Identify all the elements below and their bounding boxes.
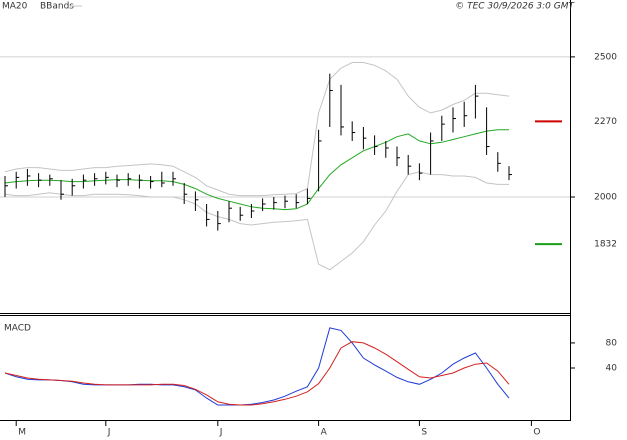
- x-tick-label: S: [421, 428, 427, 438]
- ma-line: [4, 129, 509, 211]
- y-tick-label: 2500: [594, 52, 617, 62]
- credit: © TEC 30/9/2026 3:0 GMT: [455, 2, 575, 12]
- macd-line: [4, 341, 510, 406]
- y-tick-label: 40: [606, 364, 618, 374]
- x-tick-label: J: [219, 428, 223, 438]
- x-tick-label: M: [18, 428, 26, 438]
- x-tick-label: J: [107, 428, 111, 438]
- legend-entry: BBands: [40, 2, 74, 12]
- x-tick-label: O: [533, 428, 540, 438]
- level-label: 2270: [594, 117, 617, 127]
- x-tick-label: A: [321, 428, 328, 438]
- y-tick-label: 80: [606, 338, 618, 348]
- panel-title: MACD: [4, 324, 31, 334]
- bband-upper: [4, 62, 510, 197]
- macd-line: [4, 327, 510, 406]
- legend-entry: MA20: [2, 2, 28, 12]
- y-tick-label: 2000: [594, 192, 617, 202]
- level-label: 1832: [594, 240, 617, 250]
- bband-lower: [4, 171, 509, 271]
